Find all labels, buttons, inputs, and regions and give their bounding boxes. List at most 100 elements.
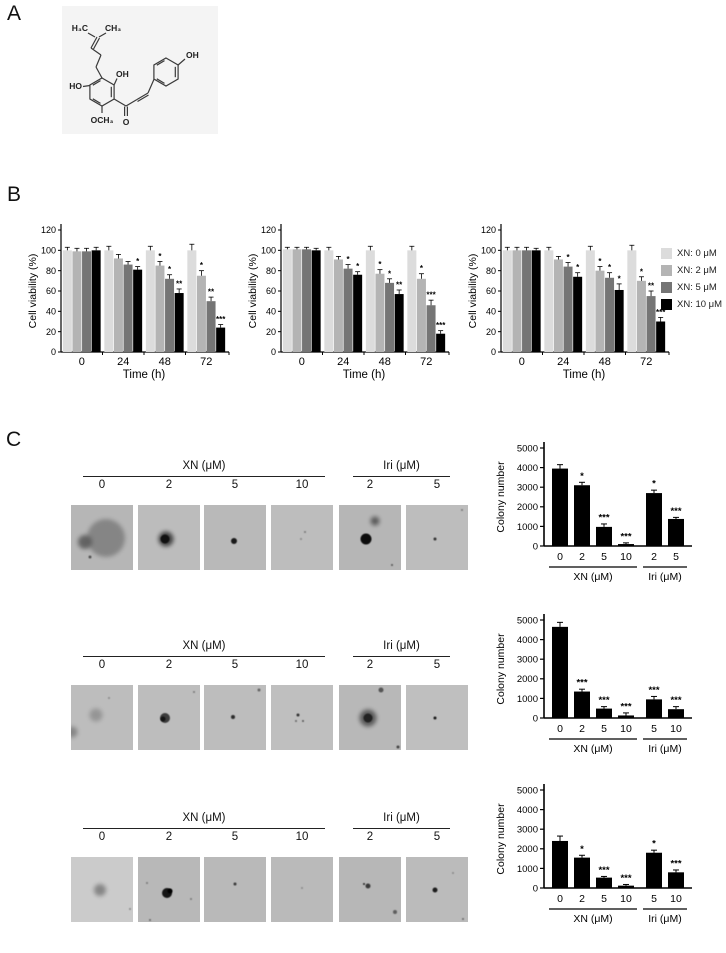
x-tick-label: 0 (519, 356, 525, 368)
iri-group-header: Iri (μM) (383, 812, 420, 824)
x-tick-label: 5 (651, 723, 657, 735)
x-tick-label: 72 (420, 356, 432, 368)
colony-spot (432, 887, 438, 892)
x-tick-label: 2 (579, 551, 585, 563)
colony-image (339, 857, 401, 922)
y-tick-label: 80 (46, 266, 56, 276)
bar (394, 294, 404, 352)
molecule-atom-labels: H₃C CH₃ HO OH OCH₃ O OH (69, 23, 199, 127)
x-tick-label: 10 (620, 893, 632, 905)
colony-spot (146, 882, 149, 884)
significance-marker: * (576, 263, 580, 272)
colony-chart-3: 0 1000 2000 3000 4000 5000 Colony number 0 * 2 ***… (490, 776, 718, 948)
y-tick-label: 100 (481, 246, 496, 256)
significance-marker: *** (426, 291, 436, 300)
x-tick-label: 48 (159, 356, 171, 368)
x-tick-label: 72 (200, 356, 212, 368)
colony-image (138, 685, 200, 750)
significance-marker: * (608, 263, 612, 272)
legend-item-2: XN: 5 μM (661, 279, 722, 296)
dose-label: 0 (98, 659, 106, 671)
significance-marker: ** (208, 288, 215, 297)
colony-spot (88, 555, 92, 559)
atom-label-och3: OCH₃ (91, 115, 114, 125)
y-tick-label: 2000 (517, 844, 538, 855)
colony-spot (433, 537, 437, 541)
y-tick-label: 40 (266, 307, 276, 317)
atom-label-o: O (123, 117, 130, 127)
colony-spot (363, 713, 373, 722)
y-tick-label: 40 (486, 307, 496, 317)
y-tick-label: 0 (533, 713, 538, 724)
iri-group-underline (353, 476, 450, 477)
xanthohumol-structure: H₃C CH₃ HO OH OCH₃ O OH (69, 23, 199, 127)
colony-spot (149, 919, 152, 922)
dose-label: 2 (165, 831, 173, 843)
y-tick-label: 40 (46, 307, 56, 317)
colony-spot (365, 883, 371, 889)
y-tick-label: 5000 (517, 785, 538, 796)
x-tick-label: 2 (579, 723, 585, 735)
y-tick-label: 120 (41, 225, 56, 235)
y-tick-label: 60 (486, 286, 496, 296)
significance-marker: * (388, 269, 392, 278)
bar (104, 250, 114, 352)
bar (544, 250, 554, 352)
xn-group-header: XN (μM) (182, 640, 226, 652)
atom-label-oh-ring2: OH (186, 50, 199, 60)
dose-label: 5 (231, 831, 239, 843)
significance-marker: *** (576, 678, 587, 689)
group-label: Iri (μM) (648, 913, 681, 925)
colony-image (138, 505, 200, 570)
y-tick-label: 3000 (517, 655, 538, 666)
group-label: XN (μM) (573, 571, 612, 583)
bar (552, 626, 568, 718)
y-tick-label: 120 (261, 225, 276, 235)
bar (646, 852, 662, 888)
x-tick-label: 48 (599, 356, 611, 368)
y-tick-label: 0 (271, 347, 276, 357)
x-tick-label: 5 (673, 551, 679, 563)
y-axis-label: Colony number (495, 461, 507, 533)
bar (145, 250, 155, 352)
y-tick-label: 2000 (517, 502, 538, 513)
legend-swatch (661, 265, 672, 276)
significance-marker: ** (396, 280, 403, 289)
colony-spot (108, 697, 111, 699)
bar (574, 857, 590, 888)
bar (668, 872, 684, 888)
colony-image (271, 857, 333, 922)
bar (668, 518, 684, 546)
xn-group-underline (83, 656, 325, 657)
bar (596, 708, 612, 718)
legend-item-1: XN: 2 μM (661, 262, 722, 279)
bar (618, 544, 634, 546)
y-tick-label: 120 (481, 225, 496, 235)
bar (605, 277, 615, 352)
bar (646, 493, 662, 546)
bar (206, 301, 216, 352)
colony-image (138, 857, 200, 922)
bar (596, 526, 612, 546)
group-label: Iri (μM) (648, 571, 681, 583)
significance-marker: * (200, 261, 204, 270)
colony-spot (77, 535, 92, 550)
bar (668, 709, 684, 718)
colony-spot (378, 687, 384, 693)
colony-image (406, 857, 468, 922)
x-tick-label: 10 (620, 551, 632, 563)
xn-group-underline (83, 828, 325, 829)
colony-image (406, 505, 468, 570)
x-tick-label: 0 (557, 723, 563, 735)
dose-label: 2 (165, 479, 173, 491)
xn-group-header: XN (μM) (182, 812, 226, 824)
significance-marker: * (652, 839, 656, 850)
bar (553, 259, 563, 352)
y-tick-label: 80 (486, 266, 496, 276)
colony-spot (362, 883, 365, 886)
atom-label-ho: HO (69, 81, 82, 91)
x-tick-label: 0 (557, 893, 563, 905)
colony-spot (392, 910, 397, 915)
legend-item-3: XN: 10 μM (661, 296, 722, 313)
